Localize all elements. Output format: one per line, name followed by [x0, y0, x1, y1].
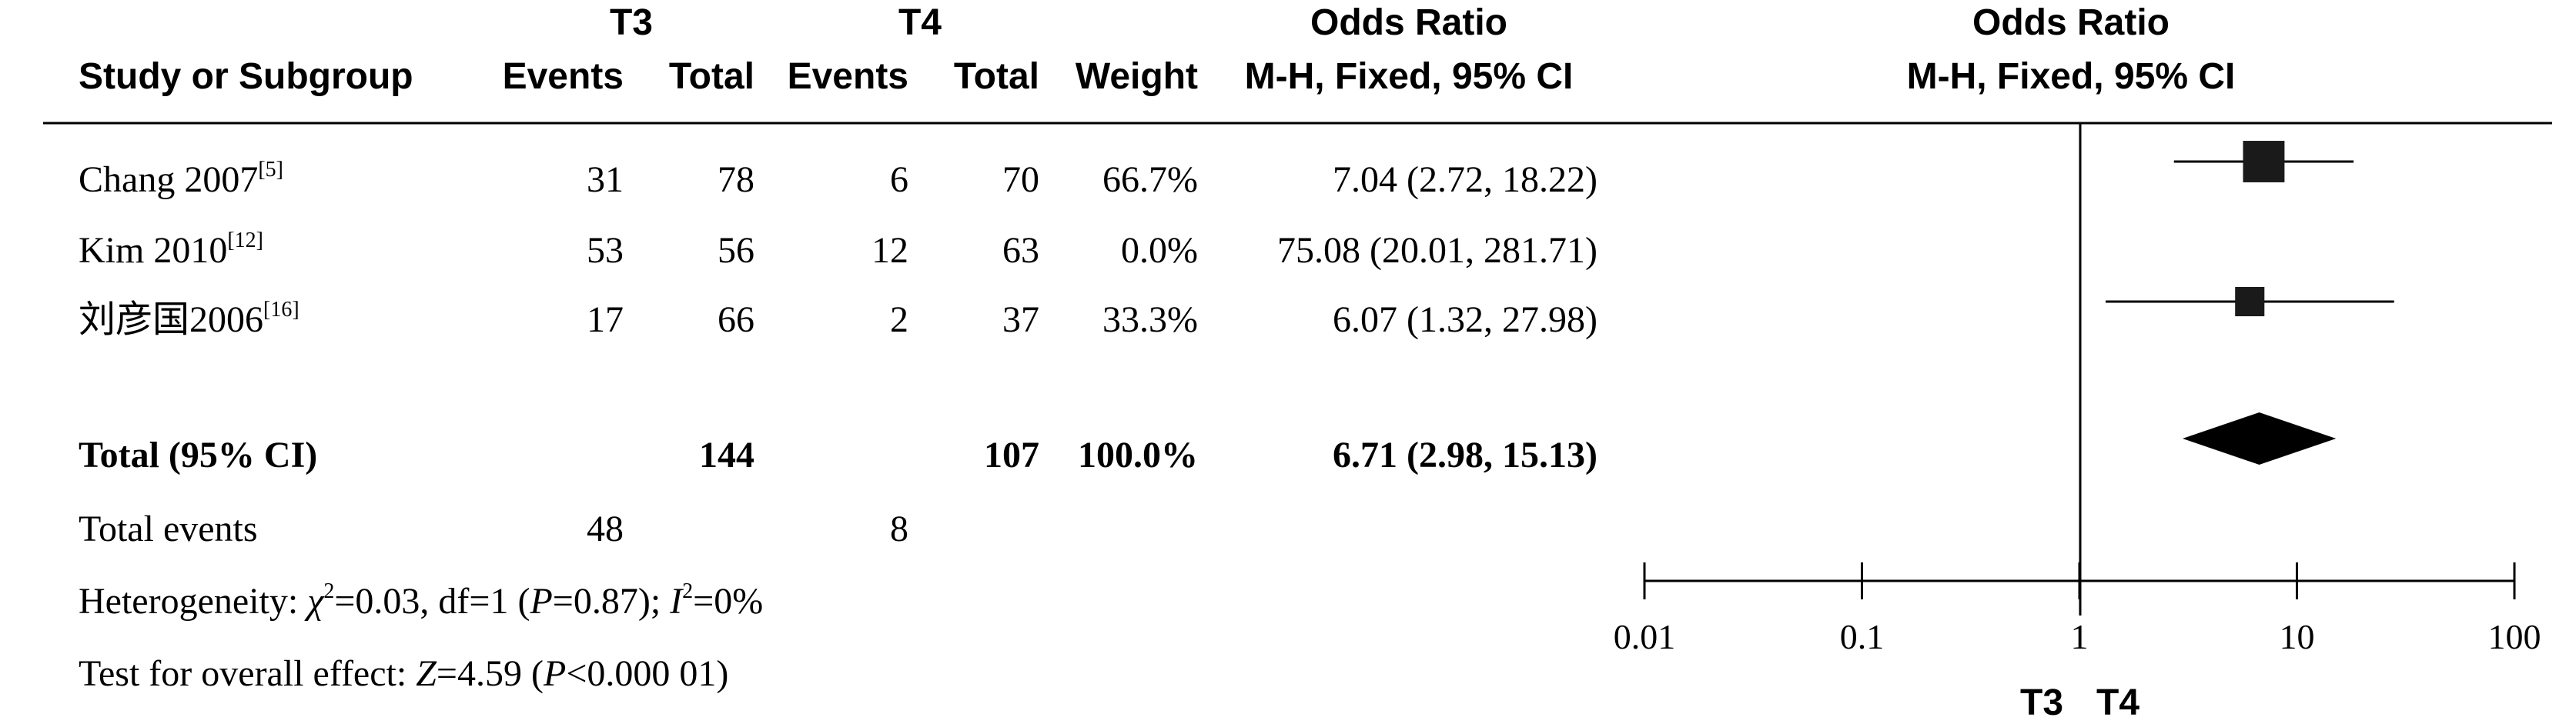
group2-header: T4 — [898, 2, 942, 43]
x-axis-tick-label: 10 — [2280, 617, 2315, 656]
study-events2: 2 — [890, 299, 908, 340]
total-label: Total (95% CI) — [79, 435, 318, 475]
study-name: Kim 2010[12] — [79, 229, 263, 271]
or-column-title: Odds Ratio — [1310, 2, 1507, 43]
study-name: Chang 2007[5] — [79, 158, 283, 200]
study-or-ci: 75.08 (20.01, 281.71) — [1277, 230, 1597, 271]
plot-title: Odds Ratio — [1972, 2, 2170, 43]
total2-header: Total — [953, 56, 1039, 97]
study-total1: 78 — [718, 159, 754, 200]
x-axis-tick-label: 0.01 — [1614, 617, 1676, 656]
total-events-label: Total events — [79, 509, 258, 549]
study-weight: 66.7% — [1102, 159, 1198, 200]
study-point-estimate — [2243, 141, 2285, 182]
study-events2: 12 — [871, 230, 908, 271]
study-total2: 63 — [1002, 230, 1039, 271]
study-events1: 31 — [587, 159, 624, 200]
axis-right-label: T4 — [2096, 682, 2140, 723]
total-or-ci: 6.71 (2.98, 15.13) — [1333, 435, 1597, 475]
events1-header: Events — [502, 56, 624, 97]
x-axis-tick-label: 1 — [2071, 617, 2089, 656]
group1-header: T3 — [609, 2, 653, 43]
x-axis-tick-label: 0.1 — [1840, 617, 1885, 656]
plot-method-header: M-H, Fixed, 95% CI — [1906, 56, 2236, 97]
overall-effect-text: Test for overall effect: Z=4.59 (P<0.000… — [79, 653, 729, 694]
study-weight: 33.3% — [1102, 299, 1198, 340]
total-total2: 107 — [984, 435, 1039, 475]
total-events1: 48 — [587, 509, 624, 549]
events2-header: Events — [787, 56, 908, 97]
study-point-estimate — [2235, 286, 2265, 317]
study-column-header: Study or Subgroup — [79, 56, 413, 97]
total-events2: 8 — [890, 509, 908, 549]
study-events2: 6 — [890, 159, 908, 200]
study-name: 刘彦国2006[16] — [79, 298, 299, 340]
total1-header: Total — [668, 56, 754, 97]
total-weight: 100.0% — [1078, 435, 1198, 475]
axis-left-label: T3 — [2020, 682, 2064, 723]
study-total2: 70 — [1002, 159, 1039, 200]
weight-header: Weight — [1075, 56, 1198, 97]
total-total1: 144 — [699, 435, 754, 475]
study-total1: 56 — [718, 230, 754, 271]
study-events1: 17 — [587, 299, 624, 340]
or-method-header: M-H, Fixed, 95% CI — [1244, 56, 1574, 97]
heterogeneity-text: Heterogeneity: χ2=0.03, df=1 (P=0.87); I… — [79, 579, 764, 622]
total-diamond — [2182, 412, 2337, 465]
study-total2: 37 — [1002, 299, 1039, 340]
study-or-ci: 7.04 (2.72, 18.22) — [1333, 159, 1597, 200]
x-axis-tick-label: 100 — [2488, 617, 2541, 656]
study-total1: 66 — [718, 299, 754, 340]
study-events1: 53 — [587, 230, 624, 271]
study-weight: 0.0% — [1121, 230, 1198, 271]
study-or-ci: 6.07 (1.32, 27.98) — [1333, 299, 1597, 340]
